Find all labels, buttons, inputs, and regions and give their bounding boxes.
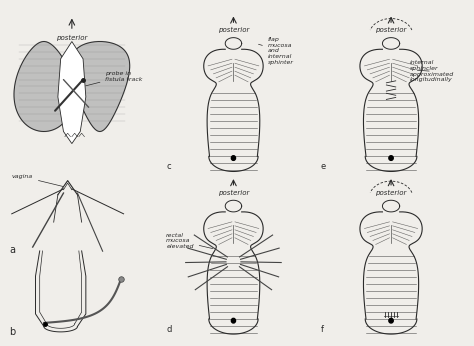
Text: f: f <box>321 325 324 334</box>
Polygon shape <box>70 42 130 131</box>
Text: posterior: posterior <box>218 190 249 195</box>
Text: a: a <box>9 245 15 255</box>
Polygon shape <box>58 42 86 144</box>
Circle shape <box>389 318 393 323</box>
Text: b: b <box>9 327 15 337</box>
Text: vagina: vagina <box>12 174 64 186</box>
Text: posterior: posterior <box>375 27 407 33</box>
Text: internal
sphincler
approximated
longitudinally: internal sphincler approximated longitud… <box>410 60 454 82</box>
Text: posterior: posterior <box>375 190 407 195</box>
Text: probe in
fistula track: probe in fistula track <box>86 71 143 86</box>
Text: e: e <box>321 162 326 171</box>
Text: flap
mucosa
and
internal
sphinter: flap mucosa and internal sphinter <box>258 37 294 65</box>
Circle shape <box>389 156 393 161</box>
Text: d: d <box>166 325 172 334</box>
Text: c: c <box>166 162 171 171</box>
Text: posterior: posterior <box>56 35 88 41</box>
Text: posterior: posterior <box>218 27 249 33</box>
Polygon shape <box>14 42 74 131</box>
Text: rectal
mucosa
elevated: rectal mucosa elevated <box>166 233 213 249</box>
Circle shape <box>231 156 236 161</box>
Circle shape <box>231 318 236 323</box>
